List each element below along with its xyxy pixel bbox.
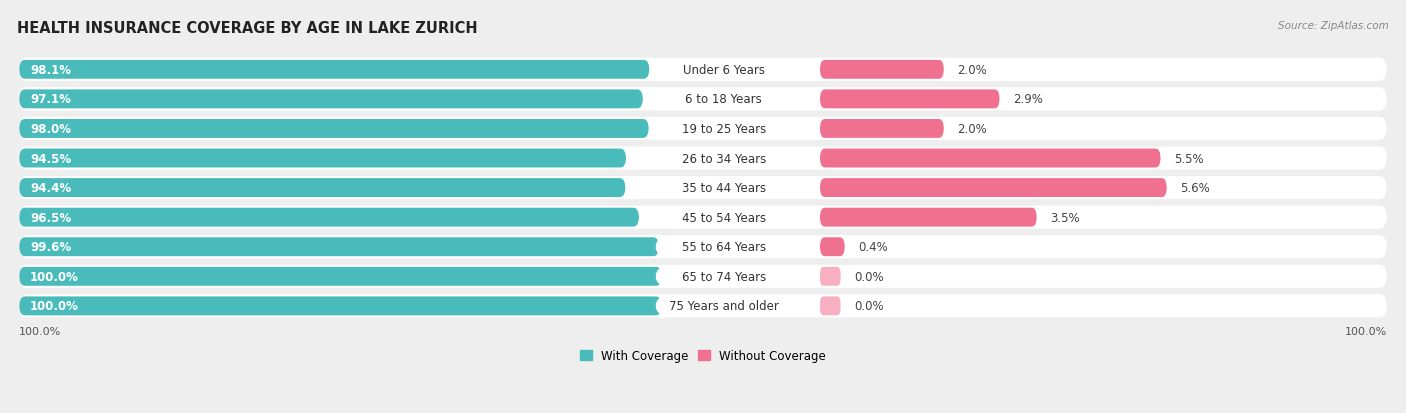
Legend: With Coverage, Without Coverage: With Coverage, Without Coverage	[575, 345, 831, 367]
FancyBboxPatch shape	[20, 206, 1386, 229]
FancyBboxPatch shape	[20, 238, 659, 256]
Text: 35 to 44 Years: 35 to 44 Years	[682, 182, 766, 195]
Text: 6 to 18 Years: 6 to 18 Years	[685, 93, 762, 106]
FancyBboxPatch shape	[655, 298, 793, 314]
Text: 0.4%: 0.4%	[859, 241, 889, 254]
Text: 98.0%: 98.0%	[30, 123, 72, 135]
FancyBboxPatch shape	[20, 59, 1386, 82]
FancyBboxPatch shape	[20, 179, 626, 197]
FancyBboxPatch shape	[820, 149, 1160, 168]
FancyBboxPatch shape	[655, 121, 793, 137]
FancyBboxPatch shape	[20, 90, 643, 109]
FancyBboxPatch shape	[820, 90, 1000, 109]
Text: 19 to 25 Years: 19 to 25 Years	[682, 123, 766, 135]
Text: 55 to 64 Years: 55 to 64 Years	[682, 241, 766, 254]
Text: 3.5%: 3.5%	[1050, 211, 1080, 224]
Text: 5.5%: 5.5%	[1174, 152, 1204, 165]
FancyBboxPatch shape	[655, 268, 793, 285]
FancyBboxPatch shape	[655, 62, 793, 78]
Text: 75 Years and older: 75 Years and older	[669, 300, 779, 313]
Text: 0.0%: 0.0%	[855, 300, 884, 313]
FancyBboxPatch shape	[655, 210, 793, 225]
FancyBboxPatch shape	[20, 120, 648, 139]
FancyBboxPatch shape	[655, 151, 793, 167]
Text: 2.0%: 2.0%	[957, 64, 987, 77]
Text: 45 to 54 Years: 45 to 54 Years	[682, 211, 766, 224]
FancyBboxPatch shape	[20, 265, 1386, 288]
Text: 2.0%: 2.0%	[957, 123, 987, 135]
FancyBboxPatch shape	[20, 294, 1386, 318]
FancyBboxPatch shape	[20, 236, 1386, 259]
FancyBboxPatch shape	[820, 61, 943, 80]
FancyBboxPatch shape	[20, 147, 1386, 170]
Text: HEALTH INSURANCE COVERAGE BY AGE IN LAKE ZURICH: HEALTH INSURANCE COVERAGE BY AGE IN LAKE…	[17, 21, 478, 36]
FancyBboxPatch shape	[20, 208, 640, 227]
Text: 26 to 34 Years: 26 to 34 Years	[682, 152, 766, 165]
Text: 99.6%: 99.6%	[30, 241, 72, 254]
Text: 0.0%: 0.0%	[855, 270, 884, 283]
FancyBboxPatch shape	[820, 238, 845, 256]
FancyBboxPatch shape	[820, 120, 943, 139]
Text: 100.0%: 100.0%	[30, 300, 79, 313]
FancyBboxPatch shape	[20, 177, 1386, 199]
Text: 97.1%: 97.1%	[30, 93, 72, 106]
Text: Source: ZipAtlas.com: Source: ZipAtlas.com	[1278, 21, 1389, 31]
Text: 65 to 74 Years: 65 to 74 Years	[682, 270, 766, 283]
FancyBboxPatch shape	[655, 180, 793, 196]
Text: 94.5%: 94.5%	[30, 152, 72, 165]
FancyBboxPatch shape	[655, 92, 793, 108]
FancyBboxPatch shape	[820, 208, 1036, 227]
FancyBboxPatch shape	[655, 239, 793, 255]
FancyBboxPatch shape	[820, 297, 841, 316]
FancyBboxPatch shape	[820, 267, 841, 286]
FancyBboxPatch shape	[20, 118, 1386, 141]
FancyBboxPatch shape	[20, 61, 650, 80]
FancyBboxPatch shape	[20, 267, 662, 286]
Text: 100.0%: 100.0%	[30, 270, 79, 283]
FancyBboxPatch shape	[820, 179, 1167, 197]
Text: Under 6 Years: Under 6 Years	[683, 64, 765, 77]
Text: 100.0%: 100.0%	[1344, 326, 1386, 336]
Text: 98.1%: 98.1%	[30, 64, 72, 77]
Text: 100.0%: 100.0%	[20, 326, 62, 336]
Text: 94.4%: 94.4%	[30, 182, 72, 195]
Text: 5.6%: 5.6%	[1181, 182, 1211, 195]
Text: 96.5%: 96.5%	[30, 211, 72, 224]
FancyBboxPatch shape	[20, 149, 626, 168]
FancyBboxPatch shape	[20, 88, 1386, 111]
FancyBboxPatch shape	[20, 297, 662, 316]
Text: 2.9%: 2.9%	[1014, 93, 1043, 106]
